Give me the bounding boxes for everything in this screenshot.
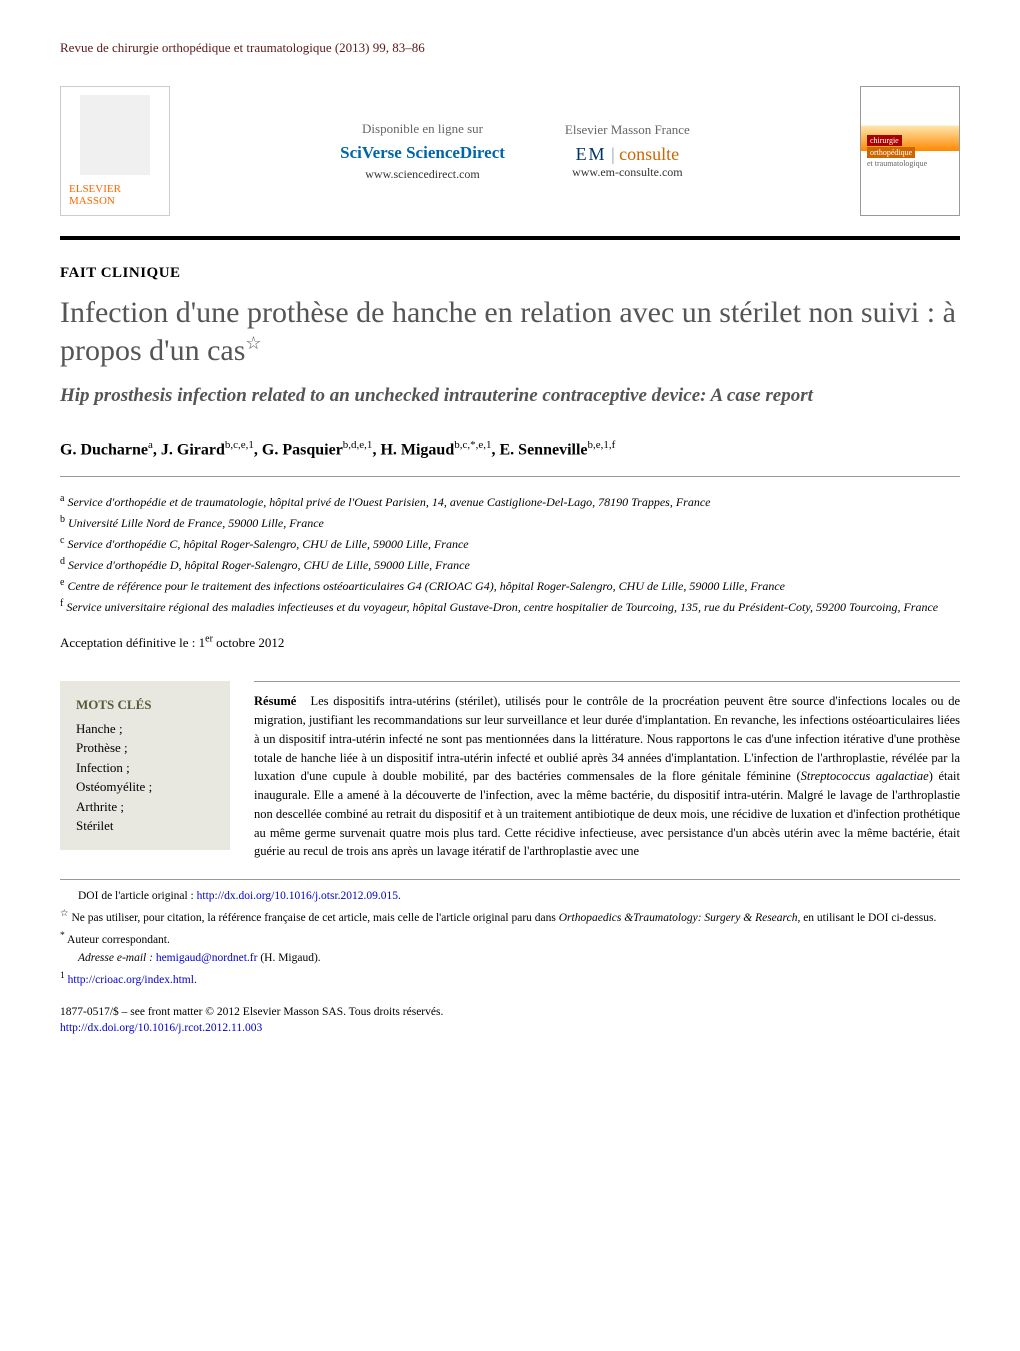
title-footnote-star: ☆: [245, 333, 261, 353]
emconsulte-block: Elsevier Masson France EM | consulte www…: [565, 122, 690, 180]
email-name: (H. Migaud).: [257, 952, 320, 964]
keyword-item: Infection ;: [76, 758, 214, 778]
footnotes: DOI de l'article original : http://dx.do…: [60, 879, 960, 990]
online-label: Disponible en ligne sur: [340, 121, 505, 137]
affiliations-list: a Service d'orthopédie et de traumatolog…: [60, 491, 960, 616]
consulte-text: consulte: [619, 144, 679, 164]
author-separator: [60, 476, 960, 477]
abstract-body: Les dispositifs intra-utérins (stérilet)…: [254, 694, 960, 858]
elsevier-tree-icon: [80, 95, 150, 175]
banner-center: Disponible en ligne sur SciVerse Science…: [340, 121, 690, 182]
emf-label: Elsevier Masson France: [565, 122, 690, 138]
keywords-title: MOTS CLÉS: [76, 695, 214, 715]
cover-tag-1: chirurgie: [867, 135, 902, 146]
doi-original-link[interactable]: http://dx.doi.org/10.1016/j.otsr.2012.09…: [197, 890, 398, 902]
email-label: Adresse e-mail :: [78, 952, 156, 964]
keywords-list: Hanche ;Prothèse ;Infection ;Ostéomyélit…: [76, 719, 214, 836]
crioac-link[interactable]: http://crioac.org/index.html: [68, 974, 194, 986]
elsevier-masson-logo: ELSEVIER MASSON: [60, 86, 170, 216]
affiliation-item: c Service d'orthopédie C, hôpital Roger-…: [60, 533, 960, 553]
journal-cover-thumb: chirurgie orthopédique et traumatologiqu…: [860, 86, 960, 216]
affiliation-item: e Centre de référence pour le traitement…: [60, 575, 960, 595]
abstract-text: Résumé Les dispositifs intra-utérins (st…: [254, 681, 960, 861]
sciencedirect-brand: SciVerse ScienceDirect: [340, 143, 505, 163]
doi-original: DOI de l'article original : http://dx.do…: [60, 888, 960, 906]
article-title-english: Hip prosthesis infection related to an u…: [60, 383, 960, 409]
corresponding-author: * Auteur correspondant.: [60, 929, 960, 950]
email-line: Adresse e-mail : hemigaud@nordnet.fr (H.…: [60, 950, 960, 968]
journal-citation: Revue de chirurgie orthopédique et traum…: [60, 40, 960, 56]
cover-tag-2: orthopédique: [867, 147, 915, 158]
emconsulte-url[interactable]: www.em-consulte.com: [565, 165, 690, 180]
keyword-item: Ostéomyélite ;: [76, 777, 214, 797]
em-consulte-brand: EM | consulte: [565, 144, 690, 165]
em-text: EM: [576, 144, 607, 164]
affiliation-item: a Service d'orthopédie et de traumatolog…: [60, 491, 960, 511]
affiliation-item: f Service universitaire régional des mal…: [60, 596, 960, 616]
sciencedirect-block: Disponible en ligne sur SciVerse Science…: [340, 121, 505, 182]
abstract-section: MOTS CLÉS Hanche ;Prothèse ;Infection ;O…: [60, 681, 960, 861]
keyword-item: Prothèse ;: [76, 738, 214, 758]
article-title-french: Infection d'une prothèse de hanche en re…: [60, 294, 960, 369]
keyword-item: Stérilet: [76, 816, 214, 836]
sciencedirect-url[interactable]: www.sciencedirect.com: [340, 167, 505, 182]
publisher-name: ELSEVIER MASSON: [69, 183, 161, 207]
corresp-text: Auteur correspondant.: [67, 933, 170, 945]
title-fr-text: Infection d'une prothèse de hanche en re…: [60, 296, 956, 367]
ref-1-line: 1 http://crioac.org/index.html.: [60, 969, 960, 990]
affiliation-item: b Université Lille Nord de France, 59000…: [60, 512, 960, 532]
keywords-box: MOTS CLÉS Hanche ;Prothèse ;Infection ;O…: [60, 681, 230, 850]
keyword-item: Hanche ;: [76, 719, 214, 739]
affiliation-item: d Service d'orthopédie D, hôpital Roger-…: [60, 554, 960, 574]
article-type: FAIT CLINIQUE: [60, 265, 960, 282]
cover-tag-3: et traumatologique: [867, 159, 927, 168]
copyright-text: 1877-0517/$ – see front matter © 2012 El…: [60, 1004, 960, 1020]
publisher-banner: ELSEVIER MASSON Disponible en ligne sur …: [60, 76, 960, 240]
star-note-text: Ne pas utiliser, pour citation, la référ…: [71, 912, 936, 924]
author-email-link[interactable]: hemigaud@nordnet.fr: [156, 952, 258, 964]
keyword-item: Arthrite ;: [76, 797, 214, 817]
doi-label: DOI de l'article original :: [78, 890, 197, 902]
citation-note: ☆ Ne pas utiliser, pour citation, la réf…: [60, 907, 960, 928]
copyright-block: 1877-0517/$ – see front matter © 2012 El…: [60, 1004, 960, 1036]
article-doi-link[interactable]: http://dx.doi.org/10.1016/j.rcot.2012.11…: [60, 1022, 262, 1034]
acceptance-date: Acceptation définitive le : 1er octobre …: [60, 634, 960, 651]
abstract-lead: Résumé: [254, 694, 296, 708]
author-list: G. Ducharnea, J. Girardb,c,e,1, G. Pasqu…: [60, 437, 960, 462]
